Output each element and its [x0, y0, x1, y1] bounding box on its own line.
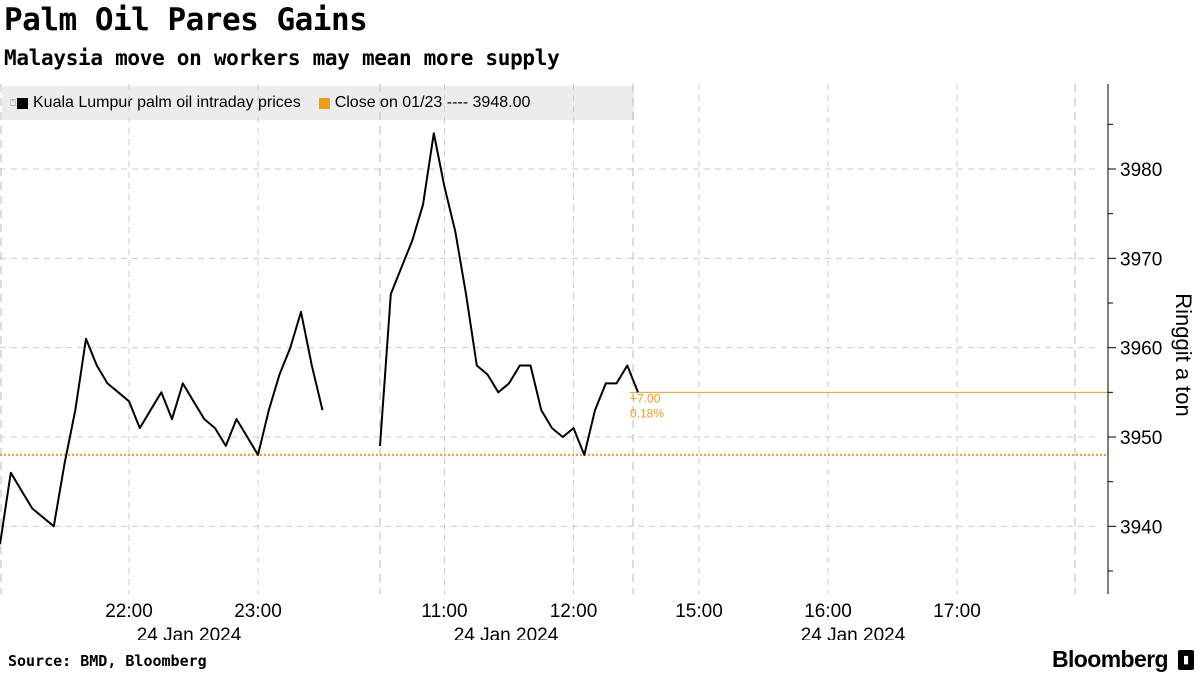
y-axis-label: Ringgit a ton [1171, 293, 1196, 417]
y-tick-label: 3940 [1120, 517, 1162, 538]
y-tick-label: 3960 [1120, 339, 1162, 360]
x-tick-label: 11:00 [421, 601, 467, 622]
x-tick-label: 22:00 [105, 601, 153, 622]
x-axis: 22:00 23:00 11:00 12:00 15:00 16:00 17:00 24 Ja… [105, 601, 981, 640]
page-subtitle: Malaysia move on workers may mean more s… [4, 46, 560, 70]
x-date-label: 24 Jan 2024 [454, 625, 559, 640]
y-tick-label: 3950 [1120, 428, 1162, 449]
legend-series-label: Kuala Lumpur palm oil intraday prices [33, 94, 301, 111]
x-date-label: 24 Jan 2024 [801, 625, 906, 640]
x-tick-label: 16:00 [804, 601, 852, 622]
y-tick-label: 3970 [1120, 249, 1162, 270]
page-title: Palm Oil Pares Gains [4, 2, 368, 38]
x-tick-label: 23:00 [234, 601, 282, 622]
legend-close-label: Close on 01/23 ---- 3948.00 [334, 94, 531, 111]
x-tick-label: 17:00 [933, 601, 981, 622]
series-toggle-icon[interactable]: ⍞ [10, 97, 16, 109]
y-tick-label: 3980 [1120, 160, 1162, 181]
series-lines [0, 132, 639, 545]
chart-legend: ⍞ Kuala Lumpur palm oil intraday prices … [2, 86, 634, 120]
legend-item-close[interactable]: Close on 01/23 ---- 3948.00 [318, 94, 531, 112]
legend-item-series[interactable]: ⍞ Kuala Lumpur palm oil intraday prices [10, 94, 301, 112]
x-tick-label: 15:00 [675, 601, 723, 622]
change-percent: 0.18% [630, 406, 664, 420]
reference-line [0, 391, 1108, 456]
x-tick-label: 12:00 [550, 601, 598, 622]
close-swatch-icon [318, 97, 330, 109]
terminal-icon: ▮ [1178, 650, 1194, 670]
change-value: +7.00 [630, 391, 661, 405]
series-swatch-icon [17, 97, 28, 109]
price-series-night [0, 310, 324, 545]
brand-logo: Bloomberg [1052, 646, 1169, 672]
source-note: Source: BMD, Bloomberg [8, 652, 207, 670]
change-annotation: +7.000.18% [630, 391, 664, 420]
x-date-label: 24 Jan 2024 [137, 625, 242, 640]
price-chart: 3940 3950 3960 3970 3980 22:00 23:00 11:00 12:0… [0, 84, 1196, 640]
y-axis: 3940 3950 3960 3970 3980 [1107, 84, 1162, 594]
price-series-day [379, 132, 639, 456]
grid-lines [0, 84, 1098, 594]
